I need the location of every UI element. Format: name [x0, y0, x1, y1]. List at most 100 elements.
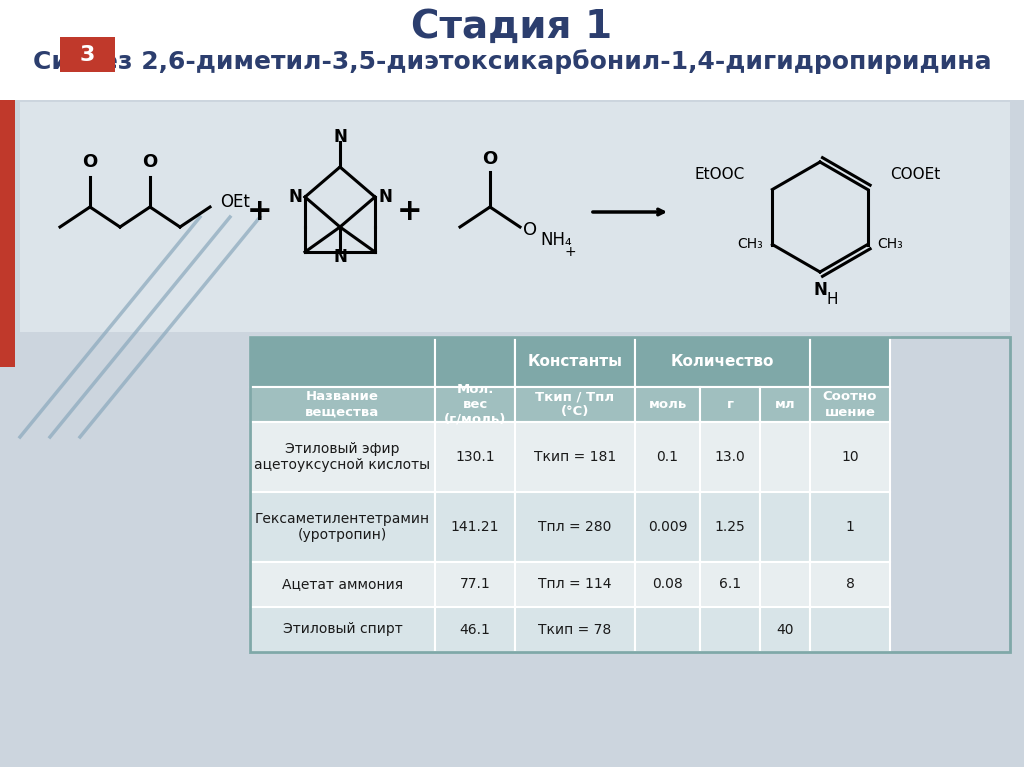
Text: 130.1: 130.1: [456, 450, 495, 464]
Text: г: г: [726, 398, 733, 411]
Bar: [810, 607, 890, 652]
Text: 6.1: 6.1: [719, 578, 741, 591]
Bar: [635, 337, 700, 387]
Text: CH₃: CH₃: [737, 238, 763, 252]
Bar: [515, 337, 635, 387]
Text: Тпл = 280: Тпл = 280: [539, 520, 611, 534]
Text: Соотно
шение: Соотно шение: [822, 390, 878, 419]
Text: 8: 8: [846, 578, 854, 591]
Bar: [250, 422, 435, 492]
Bar: [810, 387, 890, 422]
Bar: [760, 562, 810, 607]
Bar: [435, 387, 515, 422]
Text: 1: 1: [846, 520, 854, 534]
Text: Ацетат аммония: Ацетат аммония: [282, 578, 403, 591]
Text: Тпл = 114: Тпл = 114: [539, 578, 611, 591]
Bar: [515, 422, 635, 492]
Text: 40: 40: [776, 623, 794, 637]
Text: Этиловый эфир
ацетоуксусной кислоты: Этиловый эфир ацетоуксусной кислоты: [254, 442, 430, 472]
Bar: [515, 607, 635, 652]
Bar: [515, 562, 635, 607]
Text: N: N: [813, 281, 827, 299]
Text: Константы: Константы: [527, 354, 623, 370]
Bar: [250, 337, 1010, 652]
Text: мл: мл: [775, 398, 796, 411]
Bar: [810, 492, 890, 562]
Bar: [635, 337, 810, 387]
Text: 0.08: 0.08: [652, 578, 683, 591]
Text: O: O: [82, 153, 97, 171]
Text: Ткип = 78: Ткип = 78: [539, 623, 611, 637]
Text: 0.009: 0.009: [648, 520, 687, 534]
Bar: [515, 337, 635, 387]
Bar: [635, 492, 700, 562]
Bar: [760, 607, 810, 652]
Text: 141.21: 141.21: [451, 520, 500, 534]
Bar: [760, 492, 810, 562]
Bar: [635, 562, 700, 607]
Text: Этиловый спирт: Этиловый спирт: [283, 623, 402, 637]
Bar: [435, 492, 515, 562]
Bar: [435, 562, 515, 607]
Text: моль: моль: [648, 398, 687, 411]
Bar: [250, 492, 435, 562]
Text: NH₄: NH₄: [540, 231, 571, 249]
Bar: [435, 607, 515, 652]
Text: +: +: [564, 245, 575, 259]
Text: 77.1: 77.1: [460, 578, 490, 591]
Text: Название
вещества: Название вещества: [305, 390, 380, 419]
Bar: [250, 562, 435, 607]
Text: N: N: [288, 188, 302, 206]
Text: CH₃: CH₃: [878, 238, 903, 252]
Bar: [515, 387, 635, 422]
Text: N: N: [378, 188, 392, 206]
Bar: [700, 562, 760, 607]
Text: 13.0: 13.0: [715, 450, 745, 464]
Text: O: O: [142, 153, 158, 171]
Bar: [435, 422, 515, 492]
Text: H: H: [826, 292, 838, 308]
Text: COOEt: COOEt: [890, 167, 940, 182]
Text: N: N: [333, 248, 347, 266]
Text: O: O: [523, 221, 537, 239]
Text: EtOOC: EtOOC: [695, 167, 745, 182]
Bar: [20, 102, 1010, 332]
Bar: [435, 337, 515, 387]
Text: Количество: Количество: [671, 354, 774, 370]
Bar: [760, 422, 810, 492]
Bar: [810, 562, 890, 607]
Text: Синтез 2,6-диметил-3,5-диэтоксикарбонил-1,4-дигидропиридина: Синтез 2,6-диметил-3,5-диэтоксикарбонил-…: [33, 50, 991, 74]
Bar: [60, 37, 115, 72]
Text: N: N: [333, 128, 347, 146]
Text: Гексаметилентетрамин
(уротропин): Гексаметилентетрамин (уротропин): [255, 512, 430, 542]
Bar: [635, 422, 700, 492]
Bar: [700, 422, 760, 492]
Polygon shape: [0, 100, 15, 367]
Bar: [515, 492, 635, 562]
Text: Стадия 1: Стадия 1: [412, 8, 612, 46]
Bar: [0, 0, 1024, 100]
Bar: [760, 337, 810, 387]
Text: +: +: [247, 197, 272, 226]
Bar: [250, 387, 435, 422]
Bar: [810, 422, 890, 492]
Bar: [700, 492, 760, 562]
Bar: [700, 337, 760, 387]
Text: 0.1: 0.1: [656, 450, 679, 464]
Text: 1.25: 1.25: [715, 520, 745, 534]
Bar: [810, 337, 890, 387]
Bar: [700, 607, 760, 652]
Bar: [250, 607, 435, 652]
Text: Ткип / Тпл
(°С): Ткип / Тпл (°С): [536, 390, 614, 419]
Text: 46.1: 46.1: [460, 623, 490, 637]
Text: Ткип = 181: Ткип = 181: [534, 450, 616, 464]
Text: Мол.
вес
(г/моль): Мол. вес (г/моль): [443, 383, 506, 426]
Bar: [635, 607, 700, 652]
Bar: [700, 387, 760, 422]
Text: O: O: [482, 150, 498, 168]
Text: OEt: OEt: [220, 193, 250, 211]
Bar: [635, 387, 700, 422]
Text: +: +: [397, 197, 423, 226]
Bar: [760, 387, 810, 422]
Text: 3: 3: [79, 45, 94, 65]
